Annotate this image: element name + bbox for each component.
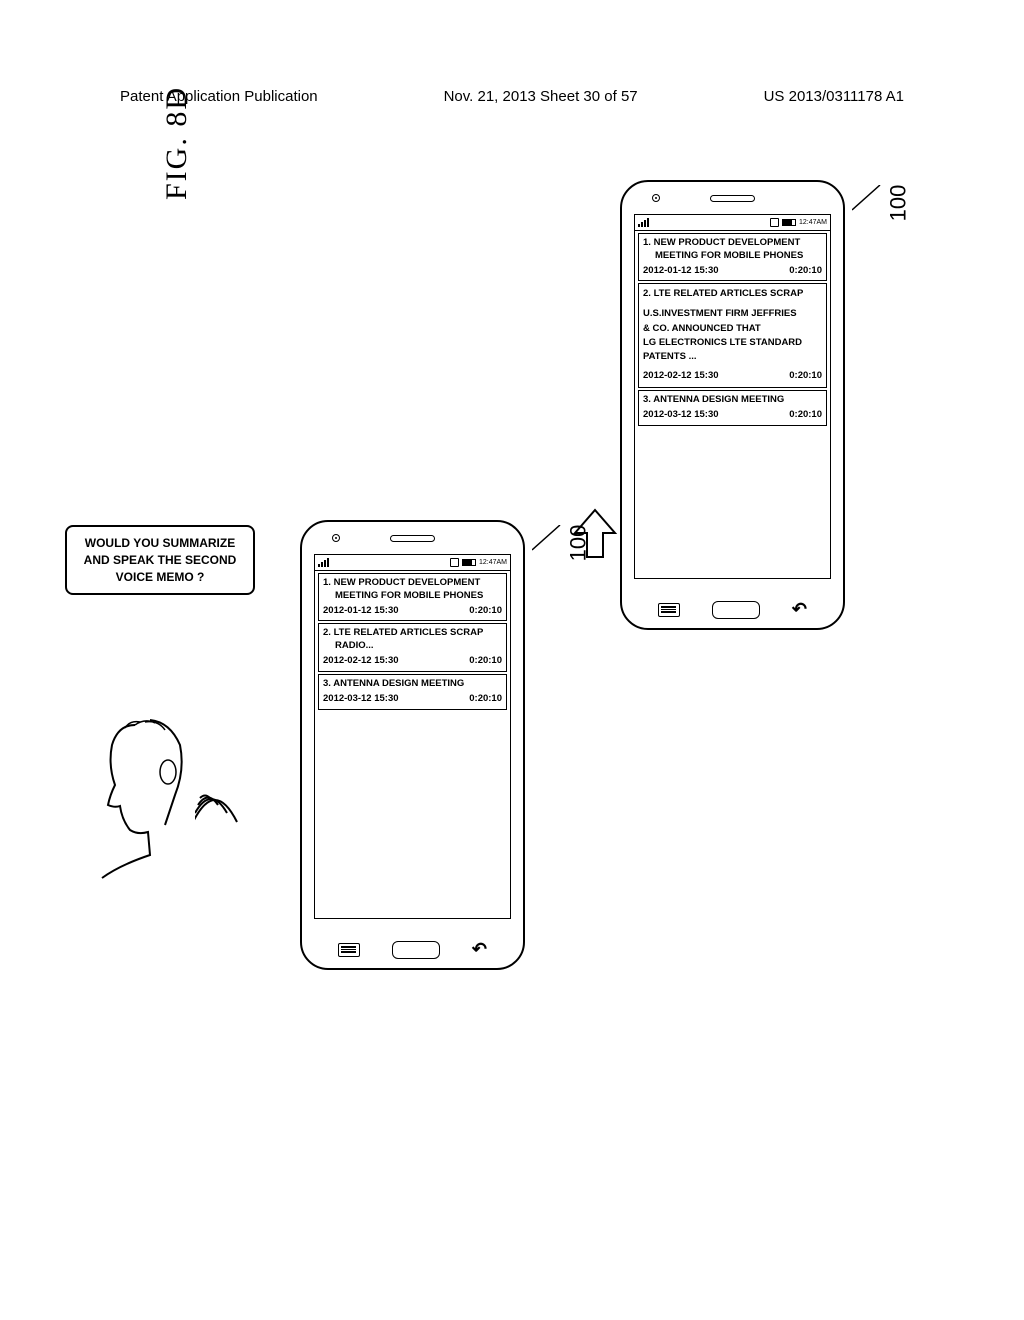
signal-icon	[638, 218, 649, 227]
wifi-icon	[770, 218, 779, 227]
memo-title-line2: RADIO...	[335, 640, 374, 651]
memo-duration: 0:20:10	[789, 409, 822, 422]
memo-title: 1. NEW PRODUCT DEVELOPMENT	[323, 577, 480, 588]
memo-item[interactable]: 3. ANTENNA DESIGN MEETING 2012-03-12 15:…	[638, 390, 827, 426]
memo-item[interactable]: 1. NEW PRODUCT DEVELOPMENT MEETING FOR M…	[318, 573, 507, 621]
memo-item[interactable]: 1. NEW PRODUCT DEVELOPMENT MEETING FOR M…	[638, 233, 827, 281]
page-header: Patent Application Publication Nov. 21, …	[0, 88, 1024, 105]
speaker-icon	[390, 535, 435, 542]
memo-date: 2012-01-12 15:30	[323, 605, 399, 618]
status-time: 12:47AM	[799, 219, 827, 226]
memo-item[interactable]: 3. ANTENNA DESIGN MEETING 2012-03-12 15:…	[318, 674, 507, 710]
memo-body-line: U.S.INVESTMENT FIRM JEFFRIES	[643, 307, 822, 321]
memo-date: 2012-03-12 15:30	[643, 409, 719, 422]
menu-button[interactable]	[338, 943, 360, 957]
speech-bubble: WOULD YOU SUMMARIZE AND SPEAK THE SECOND…	[65, 525, 255, 595]
home-button[interactable]	[712, 601, 760, 619]
memo-meta: 2012-03-12 15:30 0:20:10	[643, 409, 822, 422]
memo-date: 2012-01-12 15:30	[643, 265, 719, 278]
memo-title-line2: MEETING FOR MOBILE PHONES	[655, 250, 803, 261]
memo-title: 2. LTE RELATED ARTICLES SCRAP	[643, 288, 803, 299]
memo-duration: 0:20:10	[789, 265, 822, 278]
back-button[interactable]: ↶	[792, 599, 807, 620]
screen: 12:47AM 1. NEW PRODUCT DEVELOPMENT MEETI…	[634, 214, 831, 579]
memo-body-line: PATENTS ...	[643, 350, 822, 364]
memo-title: 3. ANTENNA DESIGN MEETING	[643, 394, 784, 405]
memo-duration: 0:20:10	[469, 693, 502, 706]
phone-before: 12:47AM 1. NEW PRODUCT DEVELOPMENT MEETI…	[300, 520, 525, 970]
memo-duration: 0:20:10	[469, 605, 502, 618]
speaker-icon	[710, 195, 755, 202]
memo-item-expanded[interactable]: 2. LTE RELATED ARTICLES SCRAP U.S.INVEST…	[638, 283, 827, 388]
back-button[interactable]: ↶	[472, 939, 487, 960]
reference-line	[532, 525, 567, 555]
memo-body: U.S.INVESTMENT FIRM JEFFRIES & CO. ANNOU…	[643, 307, 822, 364]
memo-list: 1. NEW PRODUCT DEVELOPMENT MEETING FOR M…	[635, 231, 830, 578]
memo-meta: 2012-03-12 15:30 0:20:10	[323, 693, 502, 706]
memo-title-line2: MEETING FOR MOBILE PHONES	[335, 590, 483, 601]
figure-label: FIG. 8D	[160, 86, 194, 200]
memo-item[interactable]: 2. LTE RELATED ARTICLES SCRAP RADIO... 2…	[318, 623, 507, 671]
memo-duration: 0:20:10	[789, 370, 822, 383]
status-bar: 12:47AM	[635, 215, 830, 231]
memo-meta: 2012-02-12 15:30 0:20:10	[643, 370, 822, 383]
reference-line	[852, 185, 887, 215]
phone-nav-buttons: ↶	[622, 599, 843, 620]
phone-nav-buttons: ↶	[302, 939, 523, 960]
status-bar: 12:47AM	[315, 555, 510, 571]
transition-arrow-icon	[570, 505, 620, 565]
home-button[interactable]	[392, 941, 440, 959]
status-right: 12:47AM	[770, 218, 827, 227]
memo-meta: 2012-01-12 15:30 0:20:10	[323, 605, 502, 618]
memo-date: 2012-02-12 15:30	[323, 655, 399, 668]
wifi-icon	[450, 558, 459, 567]
memo-title: 2. LTE RELATED ARTICLES SCRAP	[323, 627, 483, 638]
memo-title: 1. NEW PRODUCT DEVELOPMENT	[643, 237, 800, 248]
camera-icon	[332, 534, 340, 542]
battery-icon	[782, 219, 796, 226]
status-right: 12:47AM	[450, 558, 507, 567]
phone-top-bezel	[622, 182, 843, 214]
phone-after: 12:47AM 1. NEW PRODUCT DEVELOPMENT MEETI…	[620, 180, 845, 630]
signal-icon	[318, 558, 329, 567]
header-center: Nov. 21, 2013 Sheet 30 of 57	[444, 88, 638, 105]
reference-number: 100	[885, 185, 911, 222]
memo-date: 2012-02-12 15:30	[643, 370, 719, 383]
memo-meta: 2012-02-12 15:30 0:20:10	[323, 655, 502, 668]
header-left: Patent Application Publication	[120, 88, 318, 105]
screen: 12:47AM 1. NEW PRODUCT DEVELOPMENT MEETI…	[314, 554, 511, 919]
memo-title: 3. ANTENNA DESIGN MEETING	[323, 678, 464, 689]
battery-icon	[462, 559, 476, 566]
status-time: 12:47AM	[479, 559, 507, 566]
sound-waves-icon	[195, 760, 275, 830]
memo-duration: 0:20:10	[469, 655, 502, 668]
phone-top-bezel	[302, 522, 523, 554]
memo-list: 1. NEW PRODUCT DEVELOPMENT MEETING FOR M…	[315, 571, 510, 918]
header-right: US 2013/0311178 A1	[764, 88, 904, 105]
memo-body-line: & CO. ANNOUNCED THAT	[643, 322, 822, 336]
menu-button[interactable]	[658, 603, 680, 617]
memo-meta: 2012-01-12 15:30 0:20:10	[643, 265, 822, 278]
memo-date: 2012-03-12 15:30	[323, 693, 399, 706]
camera-icon	[652, 194, 660, 202]
memo-body-line: LG ELECTRONICS LTE STANDARD	[643, 336, 822, 350]
